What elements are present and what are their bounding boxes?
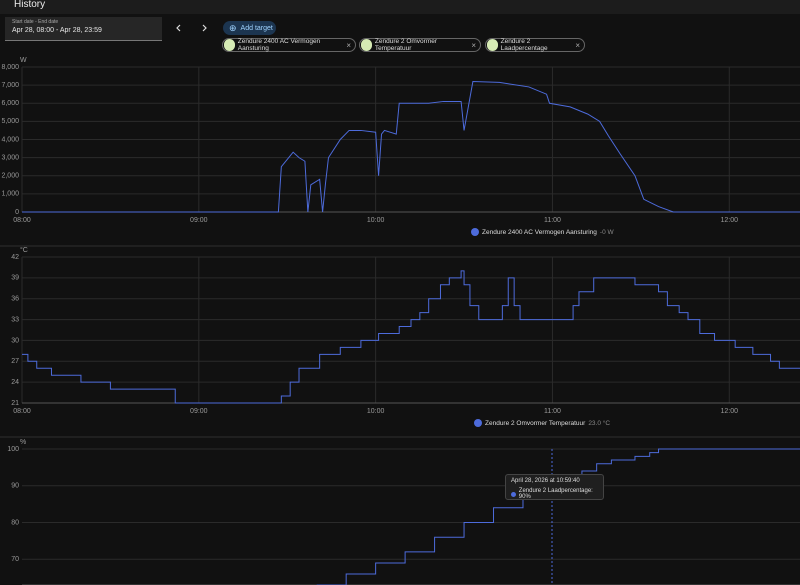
y-tick-label: 24	[11, 379, 19, 386]
add-target-button[interactable]: ⊕ Add target	[223, 21, 276, 35]
y-tick-label: 6,000	[1, 100, 19, 107]
legend-name: Zendure 2 Omvormer Temperatuur	[485, 419, 586, 427]
series-line	[22, 270, 800, 404]
page-title: History	[14, 0, 46, 10]
series-line	[22, 80, 800, 213]
chip-label: Zendure 2 Omvormer Temperatuur	[374, 38, 438, 52]
y-tick-label: 30	[11, 337, 19, 344]
y-tick-label: 21	[11, 400, 19, 407]
y-axis-label: %	[20, 439, 26, 446]
y-tick-label: 7,000	[1, 82, 19, 89]
add-icon: ⊕	[229, 22, 237, 33]
y-tick-label: 39	[11, 275, 19, 282]
x-tick-label: 10:00	[367, 217, 385, 224]
y-tick-label: 1,000	[1, 191, 19, 198]
legend-state: 23.0 °C	[588, 419, 611, 427]
chip-remove[interactable]: ×	[346, 41, 351, 50]
y-tick-label: 3,000	[1, 154, 19, 161]
chip-label: Zendure 2 Laadpercentage	[500, 38, 548, 52]
target-chip[interactable]: Zendure 2400 AC Vermogen Aansturing ×	[222, 38, 356, 52]
target-chip[interactable]: Zendure 2 Omvormer Temperatuur ×	[359, 38, 481, 52]
date-value: Apr 28, 08:00 - Apr 28, 23:59	[12, 27, 102, 34]
date-label: Start date - End date	[12, 19, 59, 25]
x-tick-label: 09:00	[190, 408, 208, 415]
y-tick-label: 90	[11, 483, 19, 490]
legend[interactable]: Zendure 2 Omvormer Temperatuur 23.0 °C	[474, 419, 610, 427]
x-tick-label: 12:00	[721, 217, 739, 224]
y-axis-label: W	[20, 57, 27, 64]
y-axis-label: °C	[20, 246, 28, 254]
chip-icon	[361, 39, 372, 51]
x-tick-label: 11:00	[544, 217, 561, 224]
tooltip-row: Zendure 2 Laadpercentage: 90%	[511, 488, 603, 500]
add-target-label: Add target	[240, 24, 273, 32]
y-tick-label: 0	[15, 209, 19, 216]
chip-label: Zendure 2400 AC Vermogen Aansturing	[237, 38, 321, 52]
y-tick-label: 70	[11, 556, 19, 563]
chip-remove[interactable]: ×	[575, 41, 580, 50]
series-line	[316, 448, 800, 585]
tooltip-title: April 28, 2026 at 10:59:40	[511, 478, 580, 484]
x-tick-label: 09:00	[190, 217, 208, 224]
x-tick-label: 08:00	[13, 408, 31, 415]
y-tick-label: 36	[11, 296, 19, 303]
tooltip-text: Zendure 2 Laadpercentage: 90%	[518, 488, 593, 500]
target-chip[interactable]: Zendure 2 Laadpercentage ×	[485, 38, 585, 52]
legend-dot	[471, 228, 479, 236]
next-arrow[interactable]	[202, 24, 207, 32]
y-tick-label: 8,000	[1, 64, 19, 71]
legend[interactable]: Zendure 2400 AC Vermogen Aansturing -0 W	[471, 228, 614, 236]
y-tick-label: 27	[11, 358, 19, 365]
y-tick-label: 42	[11, 254, 19, 261]
legend-name: Zendure 2400 AC Vermogen Aansturing	[482, 228, 597, 236]
chip-icon	[224, 39, 235, 51]
nav-arrows[interactable]	[170, 20, 215, 36]
x-tick-label: 12:00	[721, 408, 739, 415]
x-tick-label: 10:00	[367, 408, 385, 415]
legend-state: -0 W	[599, 228, 614, 236]
y-tick-label: 100	[7, 446, 19, 453]
chip-icon	[487, 39, 498, 51]
y-tick-label: 33	[11, 316, 19, 323]
y-tick-label: 5,000	[1, 118, 19, 125]
legend-dot	[474, 419, 482, 427]
tooltip-dot	[511, 491, 516, 497]
tooltip: April 28, 2026 at 10:59:40 Zendure 2 Laa…	[505, 474, 604, 500]
top-bar	[0, 0, 800, 14]
x-tick-label: 08:00	[13, 217, 31, 224]
x-tick-label: 11:00	[544, 408, 561, 415]
date-picker[interactable]: Start date - End date Apr 28, 08:00 - Ap…	[5, 17, 162, 41]
y-tick-label: 2,000	[1, 173, 19, 180]
y-tick-label: 80	[11, 519, 19, 526]
prev-arrow[interactable]	[176, 24, 181, 32]
y-tick-label: 4,000	[1, 136, 19, 143]
chip-remove[interactable]: ×	[471, 41, 476, 50]
